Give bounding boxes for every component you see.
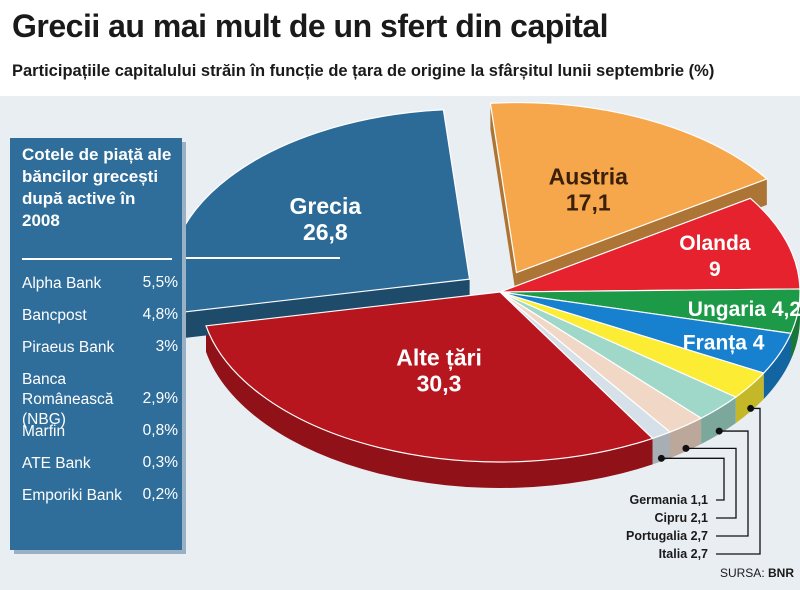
callout-dot bbox=[715, 427, 723, 435]
bank-row: Alpha Bank 5,5% bbox=[22, 270, 178, 302]
pie-side-Cipru bbox=[670, 418, 702, 459]
bank-row: ATE Bank 0,3% bbox=[22, 450, 178, 482]
panel-heading: Cotele de piață ale băncilor grecești du… bbox=[22, 145, 172, 230]
bank-share: 3% bbox=[155, 338, 178, 355]
source-name: BNR bbox=[768, 566, 794, 580]
bank-row: Banca Românească (NBG) 2,9% bbox=[22, 366, 178, 428]
bank-share: 0,2% bbox=[142, 486, 178, 503]
bank-row: Emporiki Bank 0,2% bbox=[22, 482, 178, 514]
pie-side-Alte țări bbox=[206, 325, 653, 489]
pie-slice-Austria bbox=[489, 102, 769, 274]
chart-subtitle: Participațiile capitalului străin în fun… bbox=[12, 62, 715, 80]
callout-label: Portugalia 2,7 bbox=[626, 529, 708, 543]
bank-name: Banca Românească (NBG) bbox=[22, 371, 114, 428]
bank-share: 2,9% bbox=[142, 390, 178, 407]
pie-side-Ungaria bbox=[790, 292, 800, 360]
source-note: SURSA: BNR bbox=[720, 566, 794, 580]
bank-name: Bancpost bbox=[22, 307, 87, 324]
bank-share: 4,8% bbox=[142, 306, 178, 323]
slice-label: Ungaria 4,2 bbox=[688, 298, 800, 321]
bank-list: Alpha Bank 5,5% Bancpost 4,8% Piraeus Bank 3%… bbox=[22, 270, 178, 514]
slice-name-label: Olanda bbox=[679, 232, 751, 255]
pie-side-Italia bbox=[735, 373, 764, 424]
bank-share: 5,5% bbox=[142, 274, 178, 291]
slice-name-label: Grecia bbox=[290, 193, 362, 219]
callout-dot bbox=[657, 454, 665, 462]
bank-name: Piraeus Bank bbox=[22, 339, 115, 356]
callout-line bbox=[716, 407, 761, 555]
pie-edge-Austria bbox=[490, 103, 517, 299]
chart-title: Grecii au mai mult de un sfert din capit… bbox=[12, 8, 609, 44]
bank-name: Alpha Bank bbox=[22, 275, 102, 292]
source-label: SURSA: bbox=[719, 566, 765, 580]
slice-name-label: Alte țări bbox=[396, 345, 482, 372]
slice-value-label: 17,1 bbox=[566, 189, 611, 215]
slice-value-label: 26,8 bbox=[303, 219, 348, 245]
slice-value-label: 30,3 bbox=[417, 371, 462, 397]
bank-share: 0,3% bbox=[142, 454, 178, 471]
bank-name: Emporiki Bank bbox=[22, 487, 122, 504]
pie-side-Portugalia bbox=[701, 397, 736, 445]
pie-slice-Alte țări bbox=[205, 291, 654, 463]
callout-line bbox=[716, 430, 749, 537]
bank-row: Bancpost 4,8% bbox=[22, 302, 178, 334]
slice-name-label: Austria bbox=[549, 163, 628, 189]
callout-label: Cipru 2,1 bbox=[655, 511, 709, 525]
pie-side-Germania bbox=[652, 432, 671, 465]
pie-top-layer bbox=[168, 102, 800, 463]
callout-dot bbox=[682, 444, 690, 452]
callout-line bbox=[685, 447, 737, 519]
pie-side-Franța bbox=[763, 333, 791, 400]
slice-value-label: 9 bbox=[709, 258, 721, 281]
callout-label: Italia 2,7 bbox=[659, 547, 708, 561]
callout-dot bbox=[747, 404, 755, 412]
slice-label: Franța 4 bbox=[683, 331, 765, 354]
bank-row: Piraeus Bank 3% bbox=[22, 334, 178, 366]
panel-divider bbox=[22, 258, 172, 260]
bank-row: Marfin 0,8% bbox=[22, 418, 178, 450]
greek-banks-panel: Cotele de piață ale băncilor grecești du… bbox=[10, 138, 182, 550]
callout-line bbox=[661, 457, 725, 501]
header-area bbox=[0, 0, 800, 96]
bank-name: Marfin bbox=[22, 423, 66, 440]
callout-label: Germania 1,1 bbox=[629, 493, 708, 507]
bank-share: 0,8% bbox=[142, 422, 178, 439]
bank-name: ATE Bank bbox=[22, 455, 91, 472]
